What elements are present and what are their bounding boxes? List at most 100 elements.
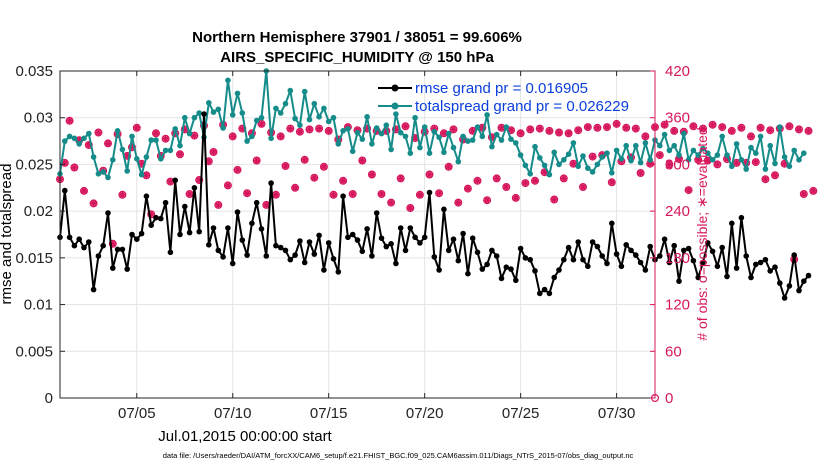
point-series-1 — [781, 154, 788, 160]
y-tick-label: 0 — [45, 390, 53, 407]
point-series-1 — [801, 150, 807, 156]
obs-evaluated-marker — [723, 155, 731, 163]
legend-rmse-marker — [391, 84, 399, 92]
point-series-1 — [618, 156, 625, 162]
y-axis-label: rmse and totalspread — [0, 164, 15, 305]
point-series-0 — [685, 245, 692, 252]
point-series-1 — [743, 166, 749, 172]
point-series-0 — [90, 286, 97, 293]
point-series-1 — [321, 105, 327, 112]
point-series-1 — [191, 114, 198, 121]
obs-evaluated-marker — [521, 179, 530, 187]
point-series-0 — [412, 234, 418, 241]
point-series-1 — [796, 157, 802, 163]
point-series-0 — [153, 214, 159, 221]
point-series-1 — [724, 152, 730, 158]
series-line-1 — [59, 70, 805, 179]
obs-evaluated-marker — [397, 174, 405, 183]
point-series-0 — [498, 275, 505, 282]
y2-tick-label: 120 — [665, 297, 690, 314]
point-series-1 — [100, 169, 106, 175]
point-series-1 — [402, 133, 409, 140]
axis-ticks: 07/05 07/10 07/15 07/20 07/25 07/30 0 0.005 0.01… — [15, 63, 690, 422]
point-series-0 — [321, 267, 327, 273]
obs-evaluated-marker — [708, 121, 717, 129]
point-series-1 — [786, 163, 793, 170]
point-series-0 — [599, 253, 605, 259]
point-series-1 — [162, 147, 169, 154]
point-series-0 — [162, 199, 169, 206]
point-series-1 — [378, 130, 385, 137]
point-series-1 — [561, 157, 567, 163]
point-series-1 — [393, 111, 399, 117]
point-series-1 — [772, 160, 778, 167]
point-series-1 — [623, 142, 629, 149]
obs-evaluated-marker — [699, 125, 707, 133]
point-series-0 — [225, 225, 231, 231]
point-series-1 — [609, 170, 615, 176]
point-series-1 — [661, 131, 668, 138]
point-series-1 — [340, 128, 346, 134]
point-series-1 — [182, 114, 188, 121]
obs-evaluated-marker — [85, 141, 93, 149]
obs-evaluated-marker — [181, 125, 189, 133]
point-series-0 — [388, 241, 394, 247]
point-series-0 — [522, 255, 529, 261]
point-series-0 — [532, 268, 538, 274]
point-series-1 — [86, 130, 92, 137]
point-series-1 — [421, 124, 428, 130]
point-series-1 — [537, 155, 543, 161]
obs-evaluated-marker — [80, 187, 88, 195]
obs-evaluated-marker — [497, 124, 506, 132]
point-series-1 — [628, 157, 634, 164]
point-series-0 — [263, 253, 270, 259]
point-series-1 — [316, 114, 322, 120]
point-series-1 — [412, 114, 418, 121]
point-series-0 — [273, 242, 279, 249]
obs-evaluated-marker — [195, 176, 203, 184]
point-series-0 — [489, 247, 495, 254]
point-series-0 — [105, 210, 111, 216]
obs-evaluated-marker — [349, 190, 357, 198]
point-series-0 — [729, 220, 735, 227]
point-series-1 — [757, 133, 764, 140]
obs-evaluated-marker — [253, 156, 261, 165]
point-series-1 — [196, 110, 202, 116]
point-series-1 — [450, 144, 457, 151]
point-series-0 — [95, 253, 102, 259]
point-series-0 — [455, 257, 462, 264]
obs-evaluated-marker — [483, 196, 491, 204]
obs-evaluated-marker — [502, 183, 510, 191]
obs-evaluated-marker — [660, 121, 669, 129]
point-series-0 — [474, 249, 481, 256]
point-series-1 — [138, 171, 145, 178]
point-series-1 — [685, 157, 692, 163]
obs-evaluated-marker — [694, 156, 702, 164]
point-series-1 — [124, 168, 130, 174]
obs-evaluated-marker — [795, 125, 803, 133]
point-series-1 — [388, 146, 394, 153]
obs-evaluated-marker — [392, 125, 400, 133]
point-series-1 — [249, 133, 255, 140]
point-series-1 — [445, 130, 452, 137]
point-series-0 — [191, 185, 198, 191]
point-series-1 — [330, 114, 337, 121]
obs-evaluated-marker — [406, 204, 414, 212]
point-series-0 — [306, 239, 313, 245]
obs-evaluated-marker — [176, 150, 184, 158]
point-series-0 — [527, 256, 533, 263]
point-series-1 — [604, 150, 610, 156]
point-series-1 — [345, 126, 351, 132]
point-series-1 — [508, 136, 514, 142]
point-series-1 — [436, 134, 442, 141]
point-series-1 — [158, 156, 164, 162]
point-series-0 — [661, 236, 668, 242]
point-series-1 — [431, 128, 438, 135]
obs-evaluated-marker — [430, 125, 438, 133]
point-series-1 — [90, 154, 97, 160]
obs-evaluated-marker — [286, 125, 294, 133]
point-series-0 — [76, 236, 82, 242]
point-series-1 — [66, 133, 73, 140]
point-series-0 — [253, 199, 260, 206]
point-series-0 — [796, 287, 802, 294]
